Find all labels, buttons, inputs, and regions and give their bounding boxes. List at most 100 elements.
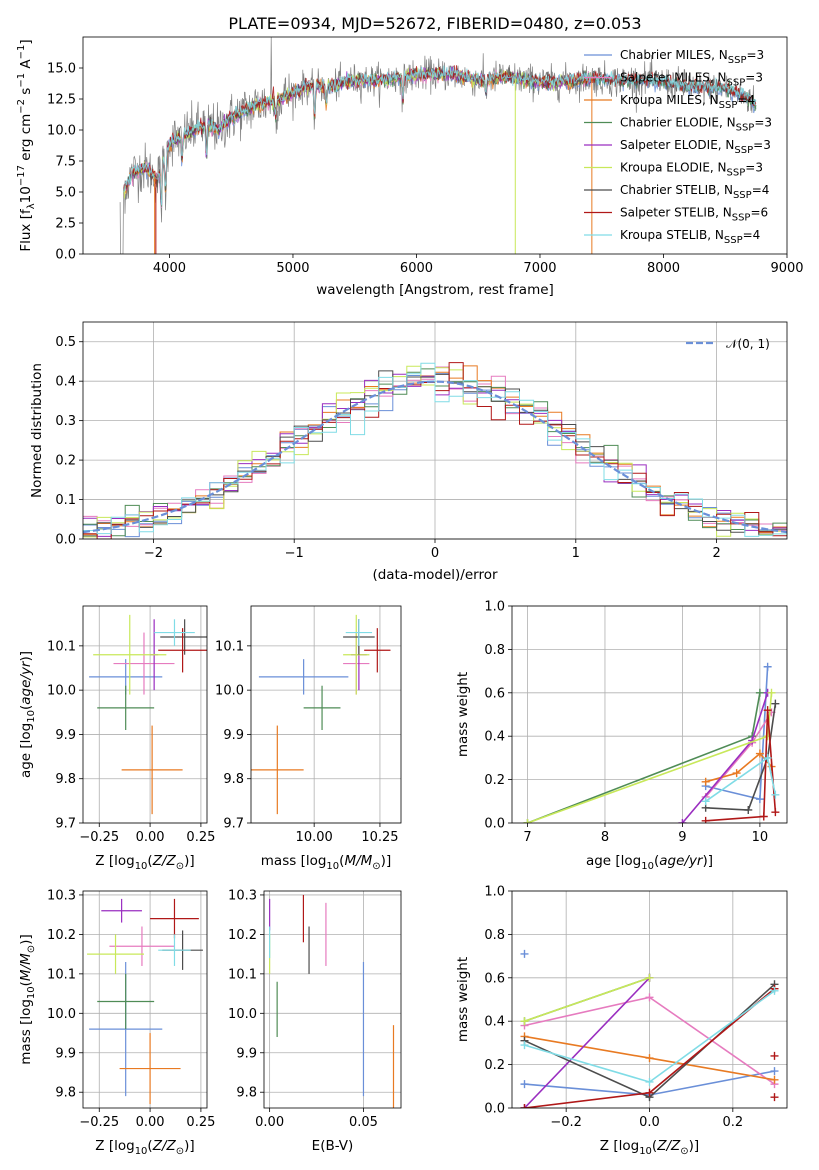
y-tick-label: 10.2 (47, 928, 76, 943)
x-tick-label: −1 (285, 546, 304, 561)
x-tick-label: 0.2 (722, 1115, 743, 1130)
label-part: M/M (18, 953, 34, 981)
x-tick-label: 8 (601, 830, 609, 845)
label-part: 10 (26, 710, 37, 723)
plot-area (520, 949, 779, 1108)
label-part: Z/Z (152, 853, 177, 869)
label-part: =4 (743, 228, 761, 242)
label-part: Salpeter STELIB, N (620, 206, 732, 220)
weight-marker (755, 795, 764, 804)
label-part: −1 (16, 73, 27, 88)
weight-marker (701, 777, 710, 786)
label-part: age/yr (18, 660, 34, 705)
label-part: ( (147, 853, 152, 869)
label-part: SSP (724, 235, 743, 246)
y-axis-label: mass weight (455, 957, 471, 1042)
weight-marker (759, 812, 768, 821)
weight-line (705, 710, 777, 822)
weight-marker (744, 805, 753, 814)
y-tick-label: 10.3 (228, 888, 257, 903)
label-part: Salpeter MILES, N (620, 71, 727, 85)
y-tick-label: 9.9 (223, 728, 244, 743)
y-axis-label: age [log10(age/yr)] (18, 651, 37, 778)
x-tick-label: 0.05 (349, 1115, 378, 1130)
y-tick-label: 1.0 (484, 600, 505, 615)
z-age-axes: −0.25 0.00 0.25 9.7 9.8 9.9 10.0 10.1 (47, 605, 215, 845)
y-tick-label: 0.8 (484, 928, 505, 943)
label-part: ⊙ (176, 861, 184, 872)
label-part: age/yr (659, 853, 704, 869)
y-tick-label: 0.1 (55, 493, 76, 508)
y-tick-label: 5.0 (55, 186, 76, 201)
y-tick-label: 9.9 (236, 1046, 257, 1061)
weight-marker (763, 706, 772, 715)
z-mass-axes: −0.25 0.00 0.25 9.8 9.9 10.0 10.1 10.2 10.3 (47, 888, 215, 1130)
label-part: =3 (746, 48, 764, 62)
label-part: −17 (16, 165, 27, 186)
weight-line (524, 977, 650, 1022)
label-part: λ (26, 203, 37, 209)
label-part: erg cm (18, 114, 34, 165)
label-part: )] (184, 853, 195, 869)
weight-marker (645, 1088, 654, 1097)
weight-marker (520, 949, 529, 958)
plot-area (119, 37, 757, 254)
y-tick-label: 0.0 (484, 817, 505, 832)
mass-age-axes: 10.00 10.25 9.7 9.8 9.9 10.0 10.1 (215, 605, 402, 845)
x-tick-label: 5000 (276, 261, 309, 276)
plot-area (269, 894, 395, 1108)
y-tick-label: 10.1 (228, 967, 257, 982)
label-part: mass [log (18, 999, 34, 1065)
y-tick-label: 10.2 (228, 928, 257, 943)
label-part: =6 (750, 206, 768, 220)
label-part: =3 (754, 116, 772, 130)
label-part: Z [log (95, 853, 134, 869)
label-part: Flux [f (18, 208, 34, 252)
legend-label: Kroupa STELIB, NSSP=4 (620, 228, 760, 246)
y-tick-label: 9.7 (55, 817, 76, 832)
weight-line (527, 692, 773, 823)
label-part: )] (381, 853, 392, 869)
y-tick-label: 2.5 (55, 217, 76, 232)
y-tick-label: 0.2 (55, 454, 76, 469)
x-tick-label: 9000 (770, 261, 803, 276)
y-tick-label: 0.6 (484, 686, 505, 701)
label-part: Kroupa ELODIE, N (620, 161, 727, 175)
y-tick-label: 0.2 (484, 773, 505, 788)
x-tick-label: 6000 (400, 261, 433, 276)
y-axis-label: mass weight (455, 672, 471, 757)
y-tick-label: 10.0 (47, 1007, 76, 1022)
weight-marker (770, 986, 779, 995)
weight-marker (771, 790, 780, 799)
weight-line (523, 977, 651, 1108)
weight-marker (770, 1093, 779, 1102)
y-tick-label: 0.0 (484, 1102, 505, 1117)
age-weight-axes: 7 8 9 10 0.0 0.2 0.4 0.6 0.8 1.0 (484, 600, 788, 845)
label-part: 10 (641, 861, 654, 872)
y-tick-label: 9.9 (55, 1046, 76, 1061)
y-axis-label: Flux [fλ10−17 erg cm−2 s−1 A−1] (16, 39, 37, 251)
y-tick-label: 10.3 (47, 888, 76, 903)
plot-area (523, 662, 780, 823)
y-tick-label: 9.8 (236, 1086, 257, 1101)
weight-marker (767, 688, 776, 697)
normal-curve (83, 380, 787, 534)
weight-line (527, 692, 761, 823)
x-tick-label: −0.25 (79, 1115, 119, 1130)
y-tick-label: 15.0 (47, 62, 76, 77)
weight-marker (763, 662, 772, 671)
label-part: s (18, 88, 34, 99)
weight-marker (763, 753, 772, 762)
label-part: ⊙ (26, 945, 37, 953)
y-tick-label: 12.5 (47, 93, 76, 108)
label-part: ( (18, 981, 34, 986)
weight-line (705, 703, 777, 811)
x-axis-label: age [log10(age/yr)] (586, 853, 713, 872)
weight-marker (645, 1077, 654, 1086)
y-tick-label: 9.8 (223, 772, 244, 787)
label-part: )] (689, 1138, 700, 1154)
x-tick-label: 4000 (153, 261, 186, 276)
legend-label: Salpeter ELODIE, NSSP=3 (620, 138, 771, 156)
label-part: mass [log (261, 853, 327, 869)
